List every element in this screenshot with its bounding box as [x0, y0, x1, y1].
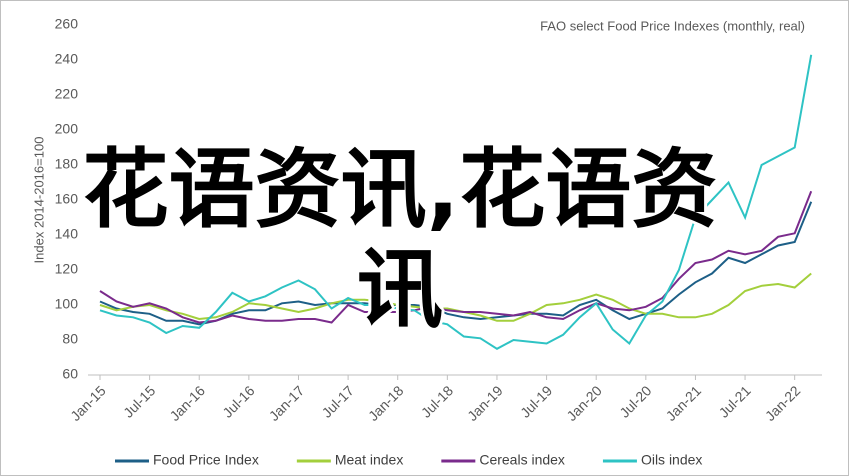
y-tick-label: 240 — [55, 51, 79, 67]
y-tick-label: 180 — [55, 156, 79, 172]
y-tick-label: 60 — [62, 366, 78, 382]
y-tick-label: 140 — [55, 226, 79, 242]
y-tick-label: 120 — [55, 261, 79, 277]
legend-label: Meat index — [335, 452, 403, 468]
series-line — [99, 54, 813, 350]
y-tick-label: 220 — [55, 86, 79, 102]
y-tick-label: 200 — [55, 121, 79, 137]
y-axis-label: Index 2014-2016=100 — [31, 137, 46, 264]
y-tick-label: 260 — [55, 16, 79, 32]
legend-label: Oils index — [641, 452, 702, 468]
chart-subtitle: FAO select Food Price Indexes (monthly, … — [540, 18, 805, 33]
series-line — [99, 190, 813, 324]
legend-label: Cereals index — [479, 452, 565, 468]
y-tick-label: 160 — [55, 191, 79, 207]
y-tick-label: 100 — [55, 296, 79, 312]
legend-label: Food Price Index — [153, 452, 259, 468]
overlay-text: 花语资讯,花语资讯 — [82, 140, 718, 340]
y-tick-label: 80 — [62, 331, 78, 347]
